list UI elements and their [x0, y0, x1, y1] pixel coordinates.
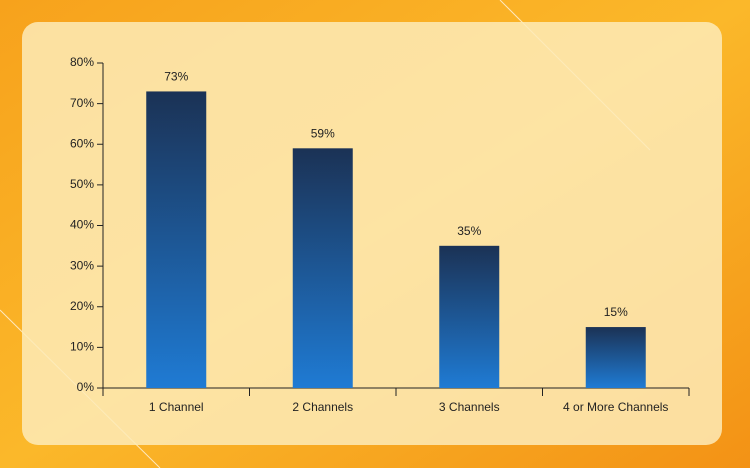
x-tick-label: 1 Channel [149, 400, 204, 414]
x-tick-label: 3 Channels [439, 400, 500, 414]
bar [146, 91, 207, 388]
x-tick-label: 2 Channels [292, 400, 353, 414]
bar [585, 327, 646, 388]
y-tick-label: 40% [70, 218, 94, 232]
y-tick-label: 20% [70, 299, 94, 313]
y-tick-label: 70% [70, 96, 94, 110]
y-tick-label: 60% [70, 136, 94, 150]
value-label: 73% [164, 70, 188, 84]
bar [292, 148, 353, 388]
bar [439, 245, 500, 388]
x-tick-label: 4 or More Channels [563, 400, 668, 414]
y-tick-label: 10% [70, 340, 94, 354]
y-tick-label: 50% [70, 177, 94, 191]
value-label: 35% [457, 224, 481, 238]
value-label: 59% [311, 126, 335, 140]
y-tick-label: 0% [77, 380, 95, 394]
y-tick-label: 80% [70, 55, 94, 69]
y-tick-label: 30% [70, 258, 94, 272]
value-label: 15% [604, 305, 628, 319]
